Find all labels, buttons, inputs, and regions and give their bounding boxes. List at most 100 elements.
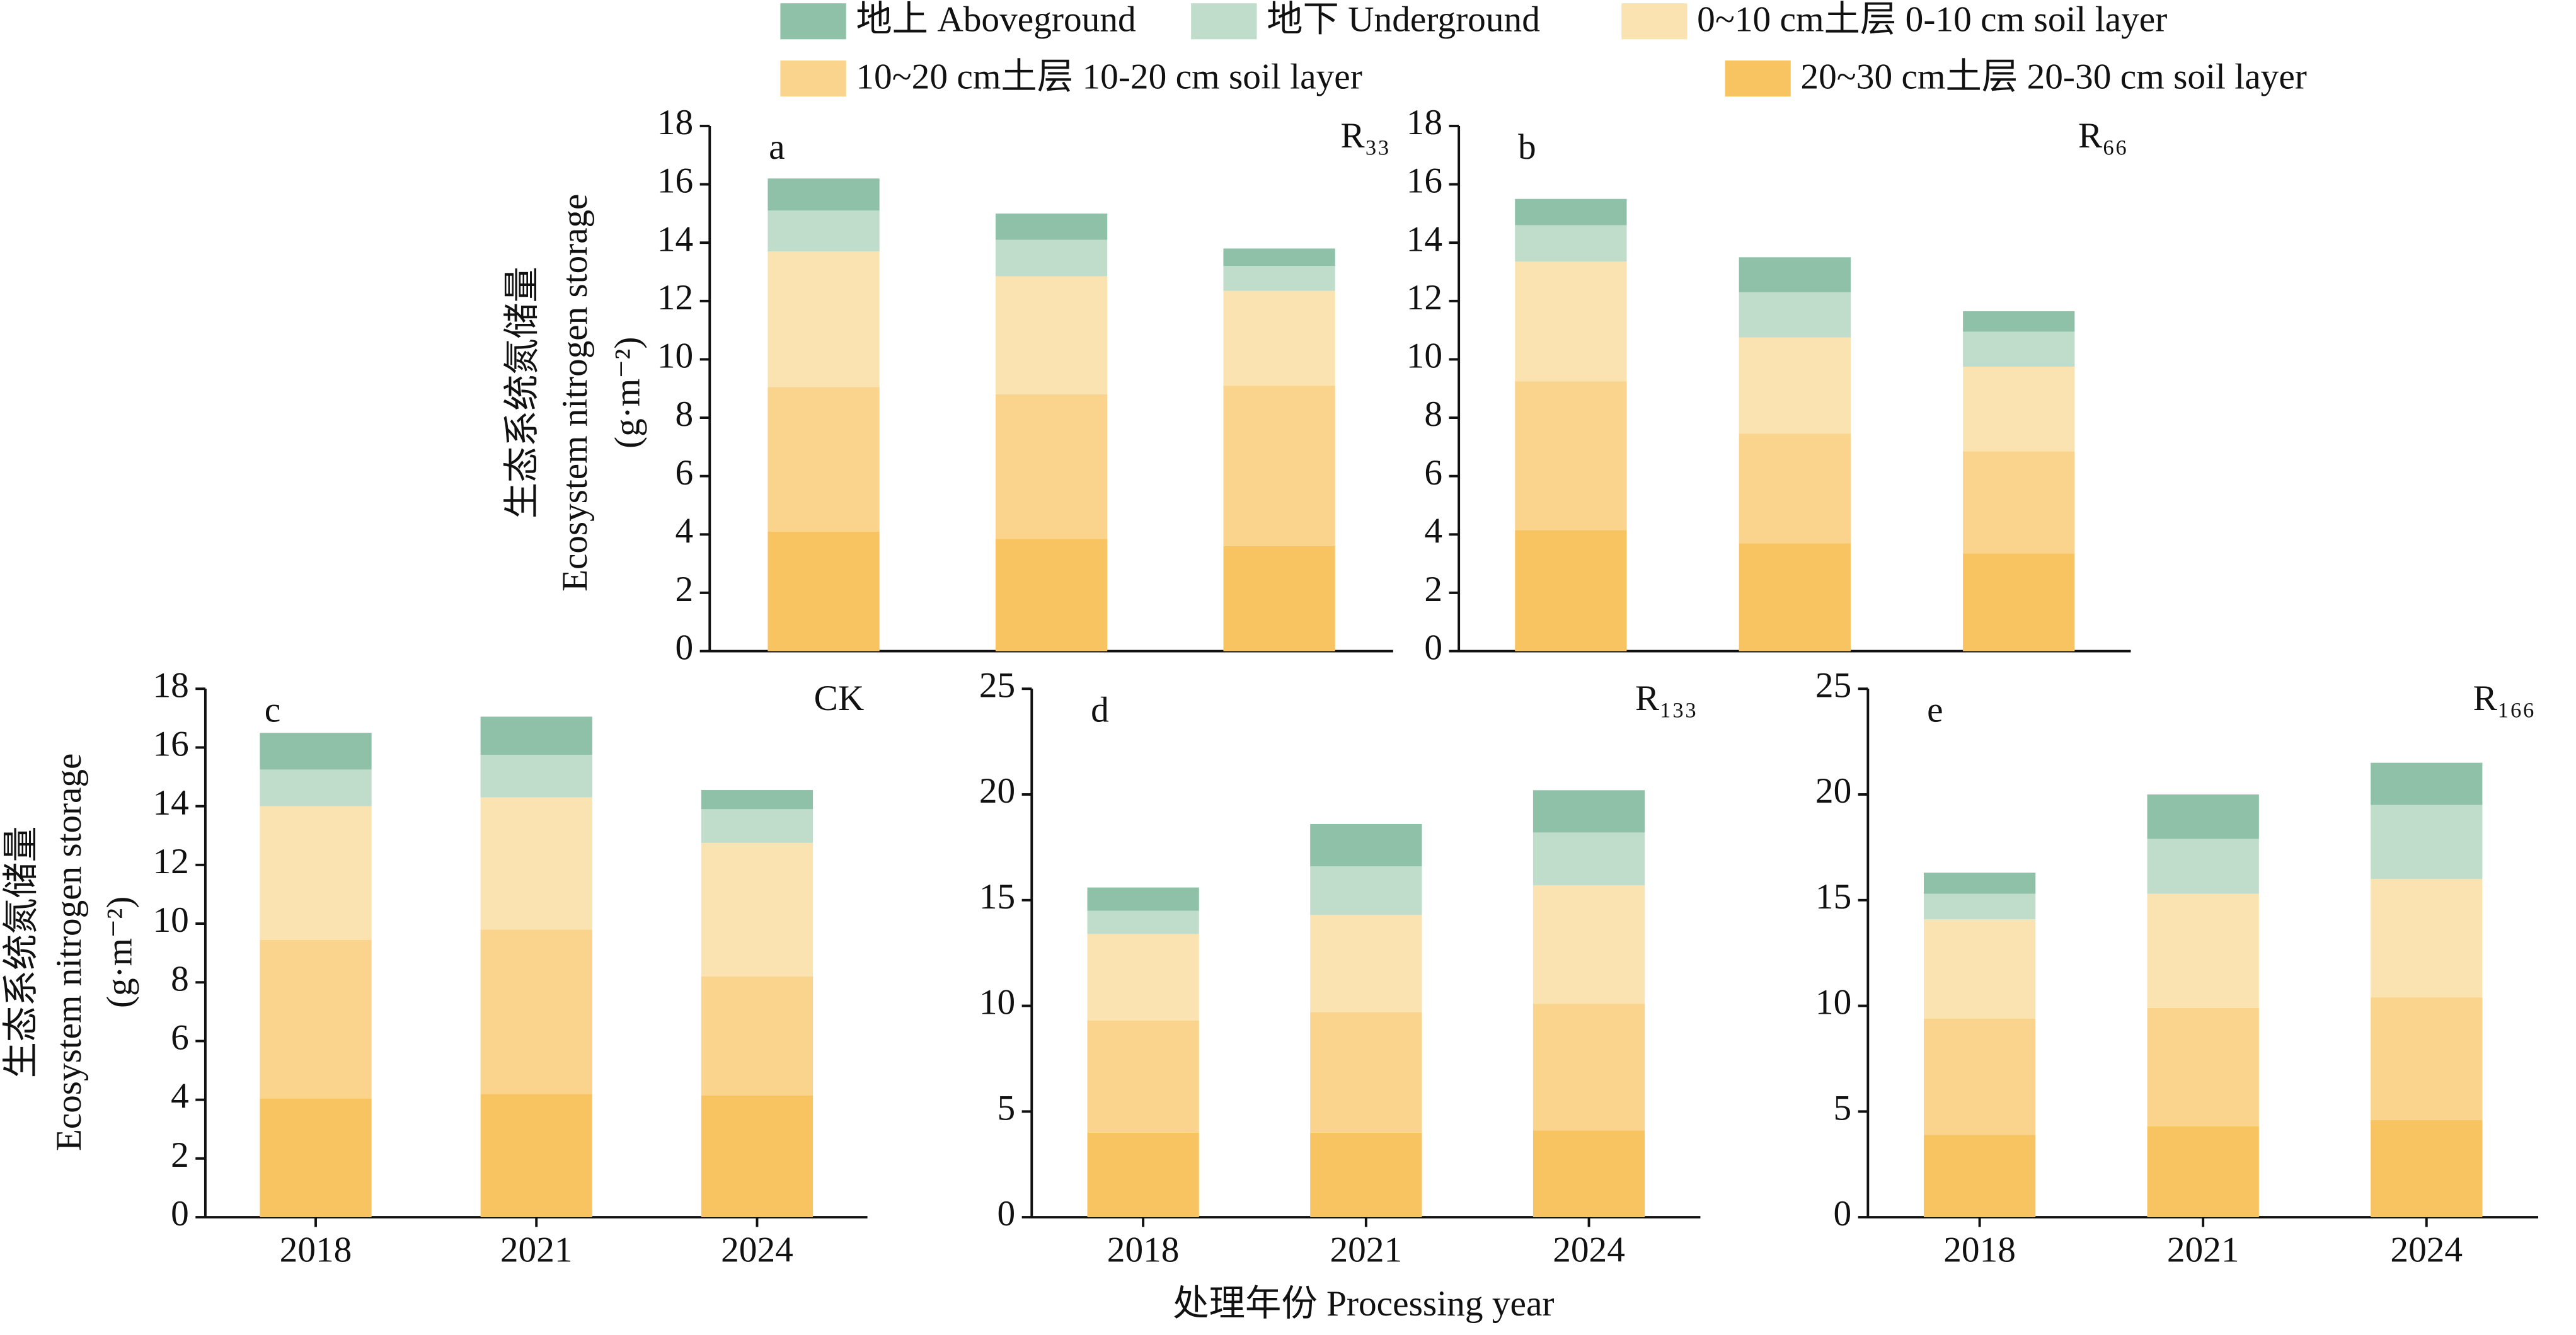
y-tick-label: 6 [1424,453,1442,493]
y-tick-label: 12 [657,278,693,318]
y-tick-label: 14 [1406,219,1442,259]
bar-segment [701,1095,814,1218]
bar-segment [2371,1120,2483,1218]
bar-segment [995,213,1108,240]
y-tick-label: 0 [676,628,694,668]
bar-segment [995,539,1108,651]
bar-segment [1532,790,1645,833]
y-tick-label: 6 [171,1018,189,1058]
y-tick-label: 0 [1834,1194,1852,1234]
y-tick-label: 14 [152,783,188,823]
bar-segment [1515,198,1627,226]
bar-segment [1739,257,1851,292]
bar-segment [995,276,1108,395]
bar-segment [480,797,592,930]
bar-segment [1087,887,1199,911]
bar-segment [1963,331,2075,367]
bar-segment [701,790,814,810]
bar-segment [1923,919,2036,1019]
legend-swatch [780,60,846,97]
bar-segment [1963,451,2075,554]
legend-label: 20~30 cm土层 20-30 cm soil layer [1800,57,2306,96]
y-tick-label: 15 [979,877,1015,917]
y-tick-label: 2 [1424,570,1442,609]
bar-segment [1087,934,1199,1021]
legend-swatch [1621,3,1688,40]
bar-segment [1087,1021,1199,1133]
bar-segment [1087,1132,1199,1218]
bar-segment [260,733,372,770]
y-tick-label: 5 [998,1088,1016,1128]
bar-segment [1923,893,2036,919]
y-tick-label: 8 [676,394,694,434]
bar-segment [260,806,372,940]
y-tick-label: 16 [152,725,188,764]
bar-segment [1963,367,2075,452]
bar-segment [995,239,1108,277]
bar-segment [768,210,880,252]
bar-segment [2371,762,2483,805]
y-tick-label: 25 [1815,665,1851,705]
x-tick-label: 2024 [721,1230,793,1269]
y-axis-label: (g·m⁻²) [100,897,140,1008]
y-tick-label: 25 [979,665,1015,705]
bar-segment [1310,866,1422,915]
y-tick-label: 16 [1406,161,1442,201]
x-tick-label: 2024 [2390,1230,2463,1269]
bar-segment [260,939,372,1099]
annotation: R₁₃₃ [1635,679,1697,718]
y-tick-label: 10 [979,983,1015,1023]
y-tick-label: 18 [1406,103,1442,142]
y-axis-label: 生态系统氮储量 [1,826,41,1078]
legend-label: 10~20 cm土层 10-20 cm soil layer [856,57,1362,96]
bar-segment [1532,1004,1645,1131]
y-tick-label: 0 [1424,628,1442,668]
y-tick-label: 4 [171,1077,189,1116]
bar-segment [2147,893,2259,1008]
y-tick-label: 8 [171,959,189,999]
y-tick-label: 0 [171,1194,189,1234]
bar-segment [1223,290,1335,386]
bar-segment [1923,873,2036,894]
y-tick-label: 10 [1815,983,1851,1023]
bar-segment [1310,823,1422,867]
annotation: R₃₃ [1340,116,1389,156]
annotation: R₆₆ [2078,116,2127,156]
x-axis-label: 处理年份 Processing year [1173,1284,1554,1324]
annotation: CK [814,679,865,718]
bar-segment [768,531,880,651]
y-tick-label: 2 [171,1135,189,1175]
x-tick-label: 2021 [500,1230,573,1269]
panel-label: e [1927,690,1943,730]
y-tick-label: 15 [1815,877,1851,917]
bar-segment [1963,311,2075,332]
x-tick-label: 2018 [280,1230,352,1269]
bar-segment [1515,225,1627,262]
panel-label: c [265,690,280,730]
legend-swatch [1725,60,1791,97]
bar-segment [1310,915,1422,1012]
bar-segment [1515,381,1627,530]
y-axis-label: Ecosystem nitrogen storage [49,753,89,1151]
x-tick-label: 2024 [1553,1230,1625,1269]
panel-label: d [1091,690,1109,730]
legend-swatch [780,3,846,40]
y-tick-label: 5 [1834,1088,1852,1128]
bar-segment [768,387,880,532]
panel-label: a [769,127,785,167]
y-tick-label: 2 [676,570,694,609]
legend-swatch [1191,3,1257,40]
bar-segment [701,809,814,843]
bar-segment [1515,530,1627,651]
y-tick-label: 4 [676,512,694,551]
x-tick-label: 2018 [1943,1230,2016,1269]
bar-segment [1532,1130,1645,1218]
bar-segment [1739,292,1851,338]
bar-segment [1923,1018,2036,1135]
bar-segment [1739,337,1851,434]
bar-segment [2371,805,2483,879]
bar-segment [260,769,372,806]
bar-segment [1223,546,1335,651]
